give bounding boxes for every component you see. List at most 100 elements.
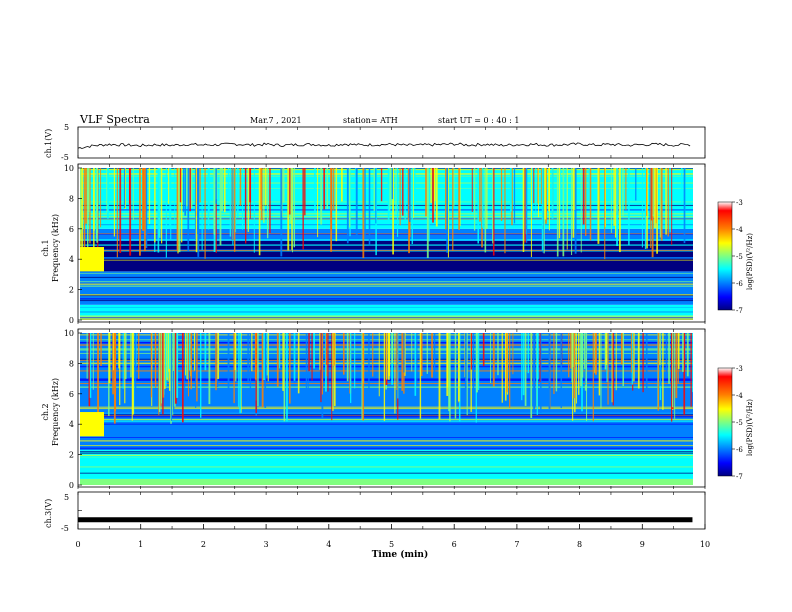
ch2-spectrogram-streak bbox=[233, 333, 235, 404]
ch1-spectrogram-streak bbox=[161, 168, 163, 244]
ch2-spectrogram-streak bbox=[607, 333, 609, 405]
ch1-spectrogram-streak bbox=[435, 168, 438, 227]
ch1-spectrogram-streak bbox=[253, 168, 255, 253]
ch2-spectrogram-hline bbox=[80, 414, 693, 416]
ch2-spectrogram-streak bbox=[682, 333, 684, 372]
ch1-spectrogram-hline bbox=[80, 259, 693, 261]
ch1-spectrogram-streak bbox=[168, 168, 170, 204]
ch1-spectrogram-streak bbox=[530, 168, 532, 258]
time-axis-tick-label: 2 bbox=[201, 540, 206, 549]
ch1-spectrogram-hline bbox=[80, 201, 693, 203]
ch2-spectrogram-streak bbox=[342, 333, 345, 375]
ch2-spectrogram-ytick-label: 2 bbox=[69, 451, 74, 460]
ch1-spectrogram-streak bbox=[169, 168, 171, 230]
ch1-spectrogram-streak bbox=[683, 168, 686, 244]
ch1-spectrogram-streak bbox=[190, 168, 193, 209]
ch1-spectrogram-streak bbox=[374, 168, 376, 210]
ch2-spectrogram-streak bbox=[164, 333, 166, 389]
ch2-spectrogram-streak bbox=[637, 333, 640, 389]
ch1-spectrogram-streak bbox=[304, 168, 306, 216]
ch1-spectrogram-panel: 0 2 4 6 8 10 ch.1 Frequency (kHz) bbox=[41, 163, 706, 325]
ch1-spectrogram-hline bbox=[80, 301, 693, 304]
ch2-spectrogram-hline bbox=[80, 420, 693, 422]
ch2-spectrogram-streak bbox=[386, 333, 388, 380]
time-axis: 0 1 2 3 4 5 6 7 8 9 10 bbox=[75, 524, 710, 549]
ch2-spectrogram-streak bbox=[391, 333, 394, 364]
ch2-spectrogram-streak bbox=[307, 333, 309, 389]
ch2-spectrogram-hline bbox=[80, 415, 693, 417]
ch1-spectrogram-streak bbox=[129, 168, 132, 256]
ch1-colorbar-ticks: -3 -4 -5 -6 -7 bbox=[732, 199, 743, 315]
ch2-spectrogram-hline bbox=[80, 472, 693, 474]
ch2-spectrogram-hline bbox=[80, 418, 693, 420]
ch2-spectrogram-streak bbox=[130, 333, 132, 378]
ch1-spectrogram-hline bbox=[80, 175, 693, 177]
ch1-spectrogram-streak bbox=[477, 168, 480, 244]
ch2-spectrogram-streak bbox=[457, 333, 460, 402]
ch2-spectrogram-streak bbox=[522, 333, 525, 396]
ch2-spectrogram-streak bbox=[611, 333, 613, 403]
ch2-spectrogram-streak bbox=[283, 333, 286, 422]
ch1-spectrogram-streak bbox=[669, 168, 671, 233]
ch2-spectrogram-streak bbox=[168, 333, 171, 369]
ch1-spectrogram-streak bbox=[604, 168, 606, 260]
ch1-spectrogram-streak bbox=[330, 168, 333, 252]
ch1-spectrogram-streak bbox=[650, 168, 653, 221]
ch1-spectrogram-streak bbox=[654, 168, 656, 229]
ch1-spectrogram-streak bbox=[562, 168, 565, 257]
ch1-spectrogram-streak bbox=[221, 168, 224, 212]
ch1-spectrogram-streak bbox=[559, 168, 561, 207]
ch3-waveform-ticks bbox=[77, 492, 706, 511]
ch1-spectrogram-ytick-label: 4 bbox=[69, 255, 74, 264]
ch1-spectrogram-streak bbox=[537, 168, 539, 204]
ch2-ylabel-channel: ch.2 bbox=[41, 403, 50, 420]
ch1-spectrogram-ytick-label: 8 bbox=[69, 194, 74, 203]
ch1-spectrogram-streak bbox=[113, 168, 115, 237]
ch2-spectrogram-streak bbox=[397, 333, 399, 399]
ch1-spectrogram-streak bbox=[533, 168, 535, 204]
ch1-spectrogram-hline bbox=[80, 233, 693, 235]
ch1-spectrogram-streak bbox=[264, 168, 267, 206]
ch1-waveform-panel: 5 -5 ch.1(V) bbox=[44, 123, 706, 162]
ch1-spectrogram-streak bbox=[174, 168, 176, 225]
ch1-spectrogram-streak bbox=[540, 168, 543, 205]
ch1-spectrogram-streak bbox=[396, 168, 399, 237]
ch1-spectrogram-streak bbox=[531, 168, 534, 218]
ch2-spectrogram-streak bbox=[470, 333, 472, 370]
ch2-spectrogram-streak bbox=[195, 333, 197, 408]
ch2-spectrogram-streak bbox=[249, 333, 252, 399]
ch2-spectrogram-streak bbox=[240, 333, 242, 413]
ch1-spectrogram-streak bbox=[635, 168, 637, 201]
ch1-spectrogram-streak bbox=[227, 168, 230, 202]
ch1-spectrogram-streak bbox=[189, 168, 191, 212]
ch1-spectrogram-hline bbox=[80, 224, 693, 226]
ch2-spectrogram-hline bbox=[80, 467, 693, 470]
ch2-spectrogram-hline bbox=[80, 408, 693, 410]
ch1-spectrogram-streak bbox=[551, 168, 554, 219]
ch1-spectrogram-hline bbox=[80, 281, 693, 283]
ch1-colorbar-label: log(PSD)(V²/Hz) bbox=[746, 233, 754, 290]
ch1-spectrogram-streak bbox=[139, 168, 141, 256]
ch1-spectrogram-hline bbox=[80, 257, 693, 259]
ch1-spectrogram-hline bbox=[80, 299, 693, 302]
ch2-spectrogram-streak bbox=[521, 333, 523, 401]
ch1-spectrogram-streak bbox=[245, 168, 247, 244]
ch2-spectrogram-streak bbox=[97, 333, 99, 418]
ch2-spectrogram-streak bbox=[278, 333, 281, 369]
ch1-spectrogram-streak bbox=[86, 168, 89, 252]
ch2-colorbar-label: log(PSD)(V²/Hz) bbox=[746, 399, 754, 456]
ch1-spectrogram-streak bbox=[199, 168, 201, 203]
ch1-spectrogram-streak bbox=[165, 168, 167, 258]
ch1-spectrogram-streak bbox=[667, 168, 669, 237]
ch2-spectrogram-streak bbox=[172, 333, 174, 371]
ch1-spectrogram-streak bbox=[625, 168, 627, 211]
ch1-colorbar-tick-label: -7 bbox=[736, 307, 743, 315]
ch2-spectrogram-streak bbox=[108, 333, 111, 384]
ch1-spectrogram-streak bbox=[535, 168, 537, 215]
ch1-spectrogram-streak bbox=[320, 168, 323, 225]
ch1-spectrogram-streak bbox=[89, 168, 91, 244]
ch2-spectrogram-streak bbox=[264, 333, 267, 408]
ch2-colorbar-tick-label: -4 bbox=[736, 392, 743, 400]
ch1-spectrogram-streak bbox=[589, 168, 592, 241]
